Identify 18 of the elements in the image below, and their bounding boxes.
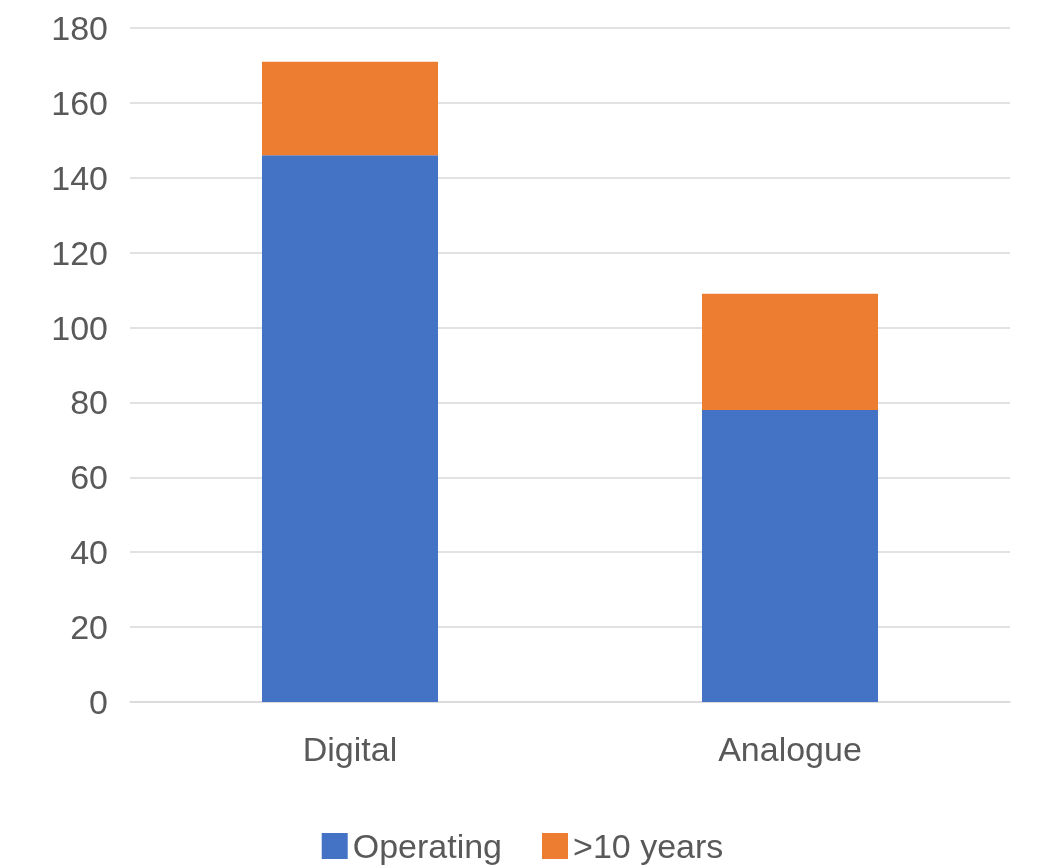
y-tick-label: 100 [51,308,108,347]
y-tick-label: 40 [70,533,108,572]
y-tick-label: 120 [51,233,108,272]
bar [702,409,878,702]
y-tick-label: 80 [70,383,108,422]
x-tick-label: Analogue [718,730,862,768]
y-tick-label: 180 [51,9,108,47]
x-tick-label: Digital [302,730,398,768]
bar [262,155,438,702]
legend-label: >10 years [573,827,724,865]
y-tick-label: 20 [70,608,108,647]
y-tick-label: 0 [89,683,108,721]
y-tick-label: 160 [51,83,108,122]
y-tick-label: 60 [70,458,108,497]
legend-label: Operating [352,827,503,865]
y-tick-label: 140 [51,158,108,197]
bar [702,293,878,410]
bar [262,61,438,156]
